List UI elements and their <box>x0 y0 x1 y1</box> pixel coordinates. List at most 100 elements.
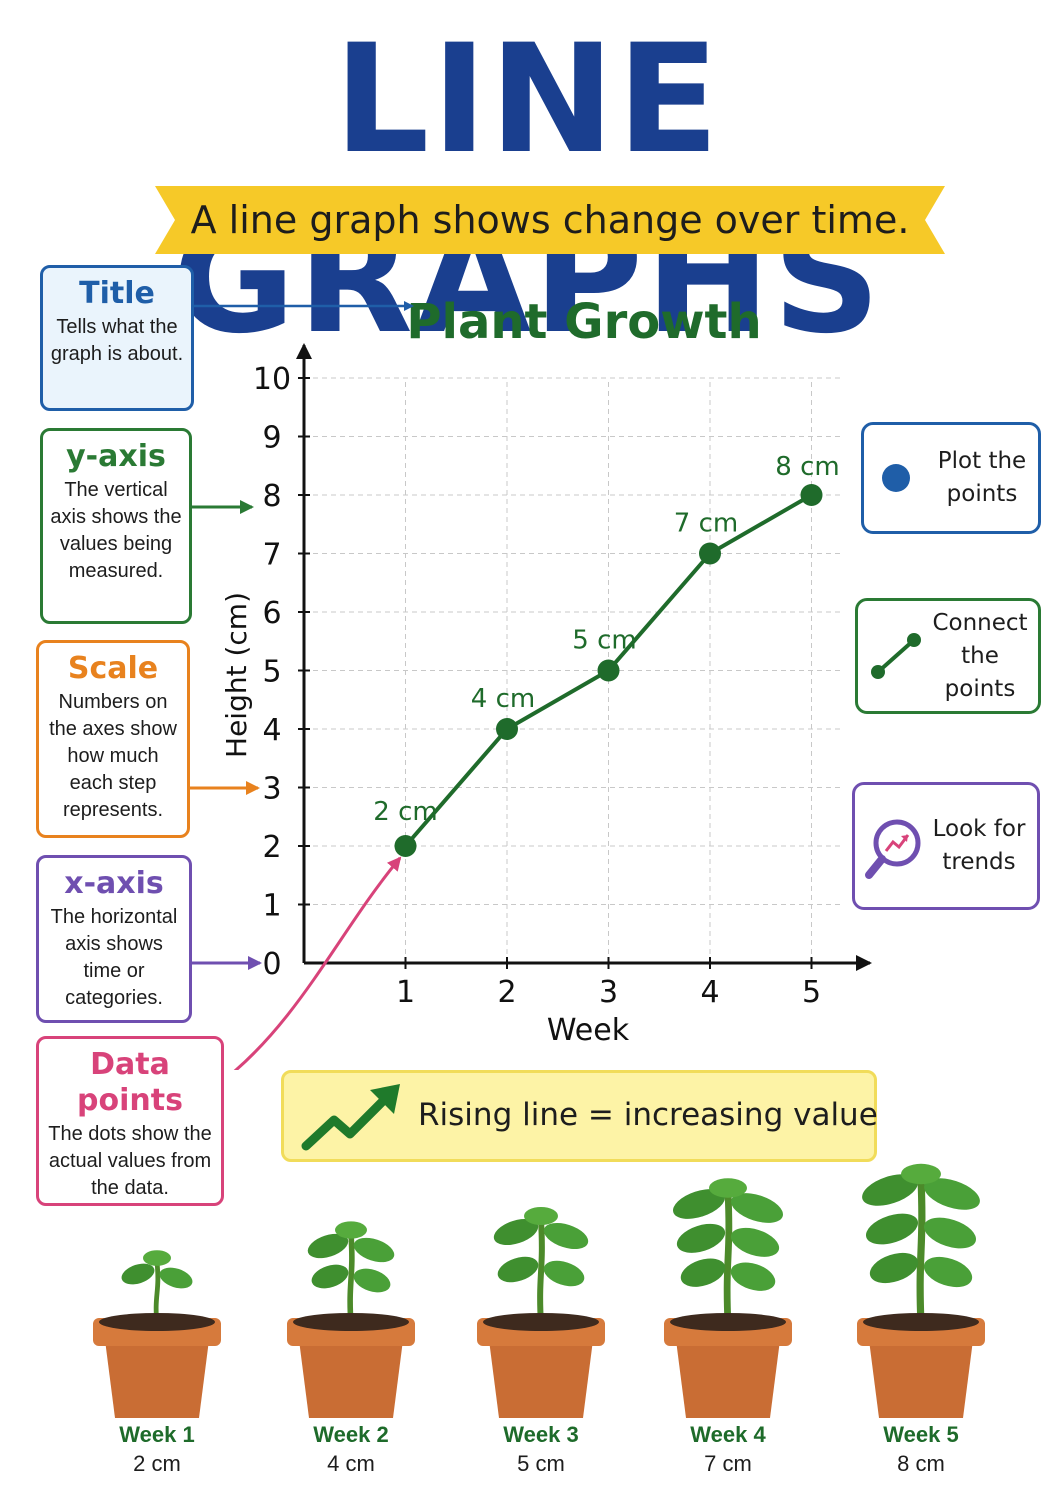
leaf <box>335 1221 367 1239</box>
leaf <box>543 1260 585 1287</box>
y-tick-label: 4 <box>262 713 281 748</box>
chart-series: 2 cm 4 cm 5 cm 7 cm 8 cm <box>373 452 840 857</box>
leaf <box>862 1174 918 1206</box>
y-tick-label: 6 <box>262 596 281 631</box>
x-tick-label: 3 <box>599 975 618 1010</box>
leaf <box>676 1223 726 1253</box>
plant-stem <box>537 1219 545 1326</box>
leaf <box>121 1263 155 1285</box>
plant-week: Week 2 <box>313 1422 389 1447</box>
callout-x-axis: x-axis The horizontal axis shows time or… <box>36 855 192 1023</box>
pot-body <box>299 1340 403 1418</box>
callout-y-axis-heading: y-axis <box>66 439 166 474</box>
y-tick-label: 0 <box>262 947 281 982</box>
callout-x-axis-heading: x-axis <box>64 866 164 901</box>
chart-title: Plant Growth <box>406 294 761 350</box>
tip-connect-points-text: Connect the points <box>932 609 1028 702</box>
subtitle-text: A line graph shows change over time. <box>190 198 910 242</box>
tip-look-for-trends-text: Look for trends <box>932 816 1026 875</box>
leaf <box>865 1213 919 1245</box>
leaf <box>353 1268 391 1293</box>
leaf <box>353 1237 395 1263</box>
leaf <box>901 1163 941 1185</box>
trend-box <box>281 1070 877 1162</box>
data-point <box>496 718 518 740</box>
y-tick-label: 1 <box>262 889 281 924</box>
leaf <box>311 1264 349 1289</box>
plant-height: 7 cm <box>704 1451 752 1476</box>
callout-title-desc: Tells what the graph is about. <box>50 316 184 365</box>
pot-body <box>869 1340 973 1418</box>
leaf <box>730 1227 780 1257</box>
chart-ticks: 0 1 2 3 4 5 6 7 8 9 10 1 2 3 4 5 <box>253 362 821 1010</box>
leaf <box>497 1256 539 1283</box>
data-label: 5 cm <box>572 626 636 656</box>
callout-y-axis-desc: The vertical axis shows the values being… <box>50 479 182 582</box>
tip-plot-points: Plot the points <box>861 422 1041 534</box>
pot-soil <box>293 1313 409 1331</box>
y-tick-label: 5 <box>262 655 281 690</box>
leaf <box>493 1218 539 1246</box>
plant-label: Week 5 8 cm <box>851 1420 991 1478</box>
data-point <box>800 484 823 506</box>
plant-pot <box>477 1207 605 1418</box>
leaf <box>730 1262 776 1291</box>
callout-data-points: Data points The dots show the actual val… <box>36 1036 224 1206</box>
subtitle-banner <box>155 186 945 254</box>
leaf <box>680 1258 726 1287</box>
callout-scale-desc: Numbers on the axes show how much each s… <box>49 691 177 821</box>
plant-height: 5 cm <box>517 1451 565 1476</box>
chart-axes <box>296 343 872 971</box>
pot-soil <box>863 1313 979 1331</box>
plant-week: Week 1 <box>119 1422 195 1447</box>
leaf <box>924 1178 980 1210</box>
pot-body <box>676 1340 780 1418</box>
plant-pot <box>287 1221 415 1418</box>
connected-dots-icon <box>871 633 921 679</box>
plant-height: 2 cm <box>133 1451 181 1476</box>
plant-label: Week 3 5 cm <box>471 1420 611 1478</box>
plant-height: 8 cm <box>897 1451 945 1476</box>
plant-stem <box>723 1191 733 1326</box>
tip-plot-points-text: Plot the points <box>937 448 1027 507</box>
plant-stem <box>916 1177 926 1326</box>
plant-height: 4 cm <box>327 1451 375 1476</box>
leaf <box>731 1193 783 1223</box>
trend-text: Rising line = increasing value <box>418 1097 878 1133</box>
y-tick-label: 2 <box>262 830 281 865</box>
chart-grid <box>304 377 840 963</box>
plant-pot <box>857 1163 985 1418</box>
pot-soil <box>99 1313 215 1331</box>
plant-label: Week 4 7 cm <box>658 1420 798 1478</box>
data-label: 4 cm <box>471 684 535 714</box>
plant-week: Week 5 <box>883 1422 959 1447</box>
y-axis-label: Height (cm) <box>220 592 253 758</box>
magnifier-trend-icon <box>865 819 921 879</box>
x-axis-label: Week <box>547 1013 630 1048</box>
tip-look-for-trends: Look for trends <box>852 782 1040 910</box>
leaf <box>869 1252 919 1284</box>
leaf <box>543 1222 589 1250</box>
pot-soil <box>670 1313 786 1331</box>
callout-title-heading: Title <box>79 276 155 311</box>
leaf <box>159 1267 193 1289</box>
callout-data-points-heading: Data points <box>77 1047 183 1118</box>
data-label: 7 cm <box>674 509 738 539</box>
data-point <box>699 542 721 565</box>
plant-week: Week 3 <box>503 1422 579 1447</box>
leaf <box>524 1207 558 1225</box>
pot-body <box>489 1340 593 1418</box>
x-tick-label: 4 <box>700 975 719 1010</box>
callout-title: Title Tells what the graph is about. <box>40 265 194 411</box>
connector-arrows <box>190 301 414 1070</box>
plant-pot <box>93 1250 221 1418</box>
data-label: 2 cm <box>373 797 437 827</box>
y-tick-label: 9 <box>262 421 281 456</box>
tip-connect-points: Connect the points <box>855 598 1041 714</box>
callout-scale: Scale Numbers on the axes show how much … <box>36 640 190 838</box>
plant-week: Week 4 <box>690 1422 766 1447</box>
callout-scale-heading: Scale <box>67 651 159 686</box>
callout-data-points-desc: The dots show the actual values from the… <box>48 1123 212 1199</box>
plant-label: Week 1 2 cm <box>87 1420 227 1478</box>
leaf <box>143 1250 171 1266</box>
